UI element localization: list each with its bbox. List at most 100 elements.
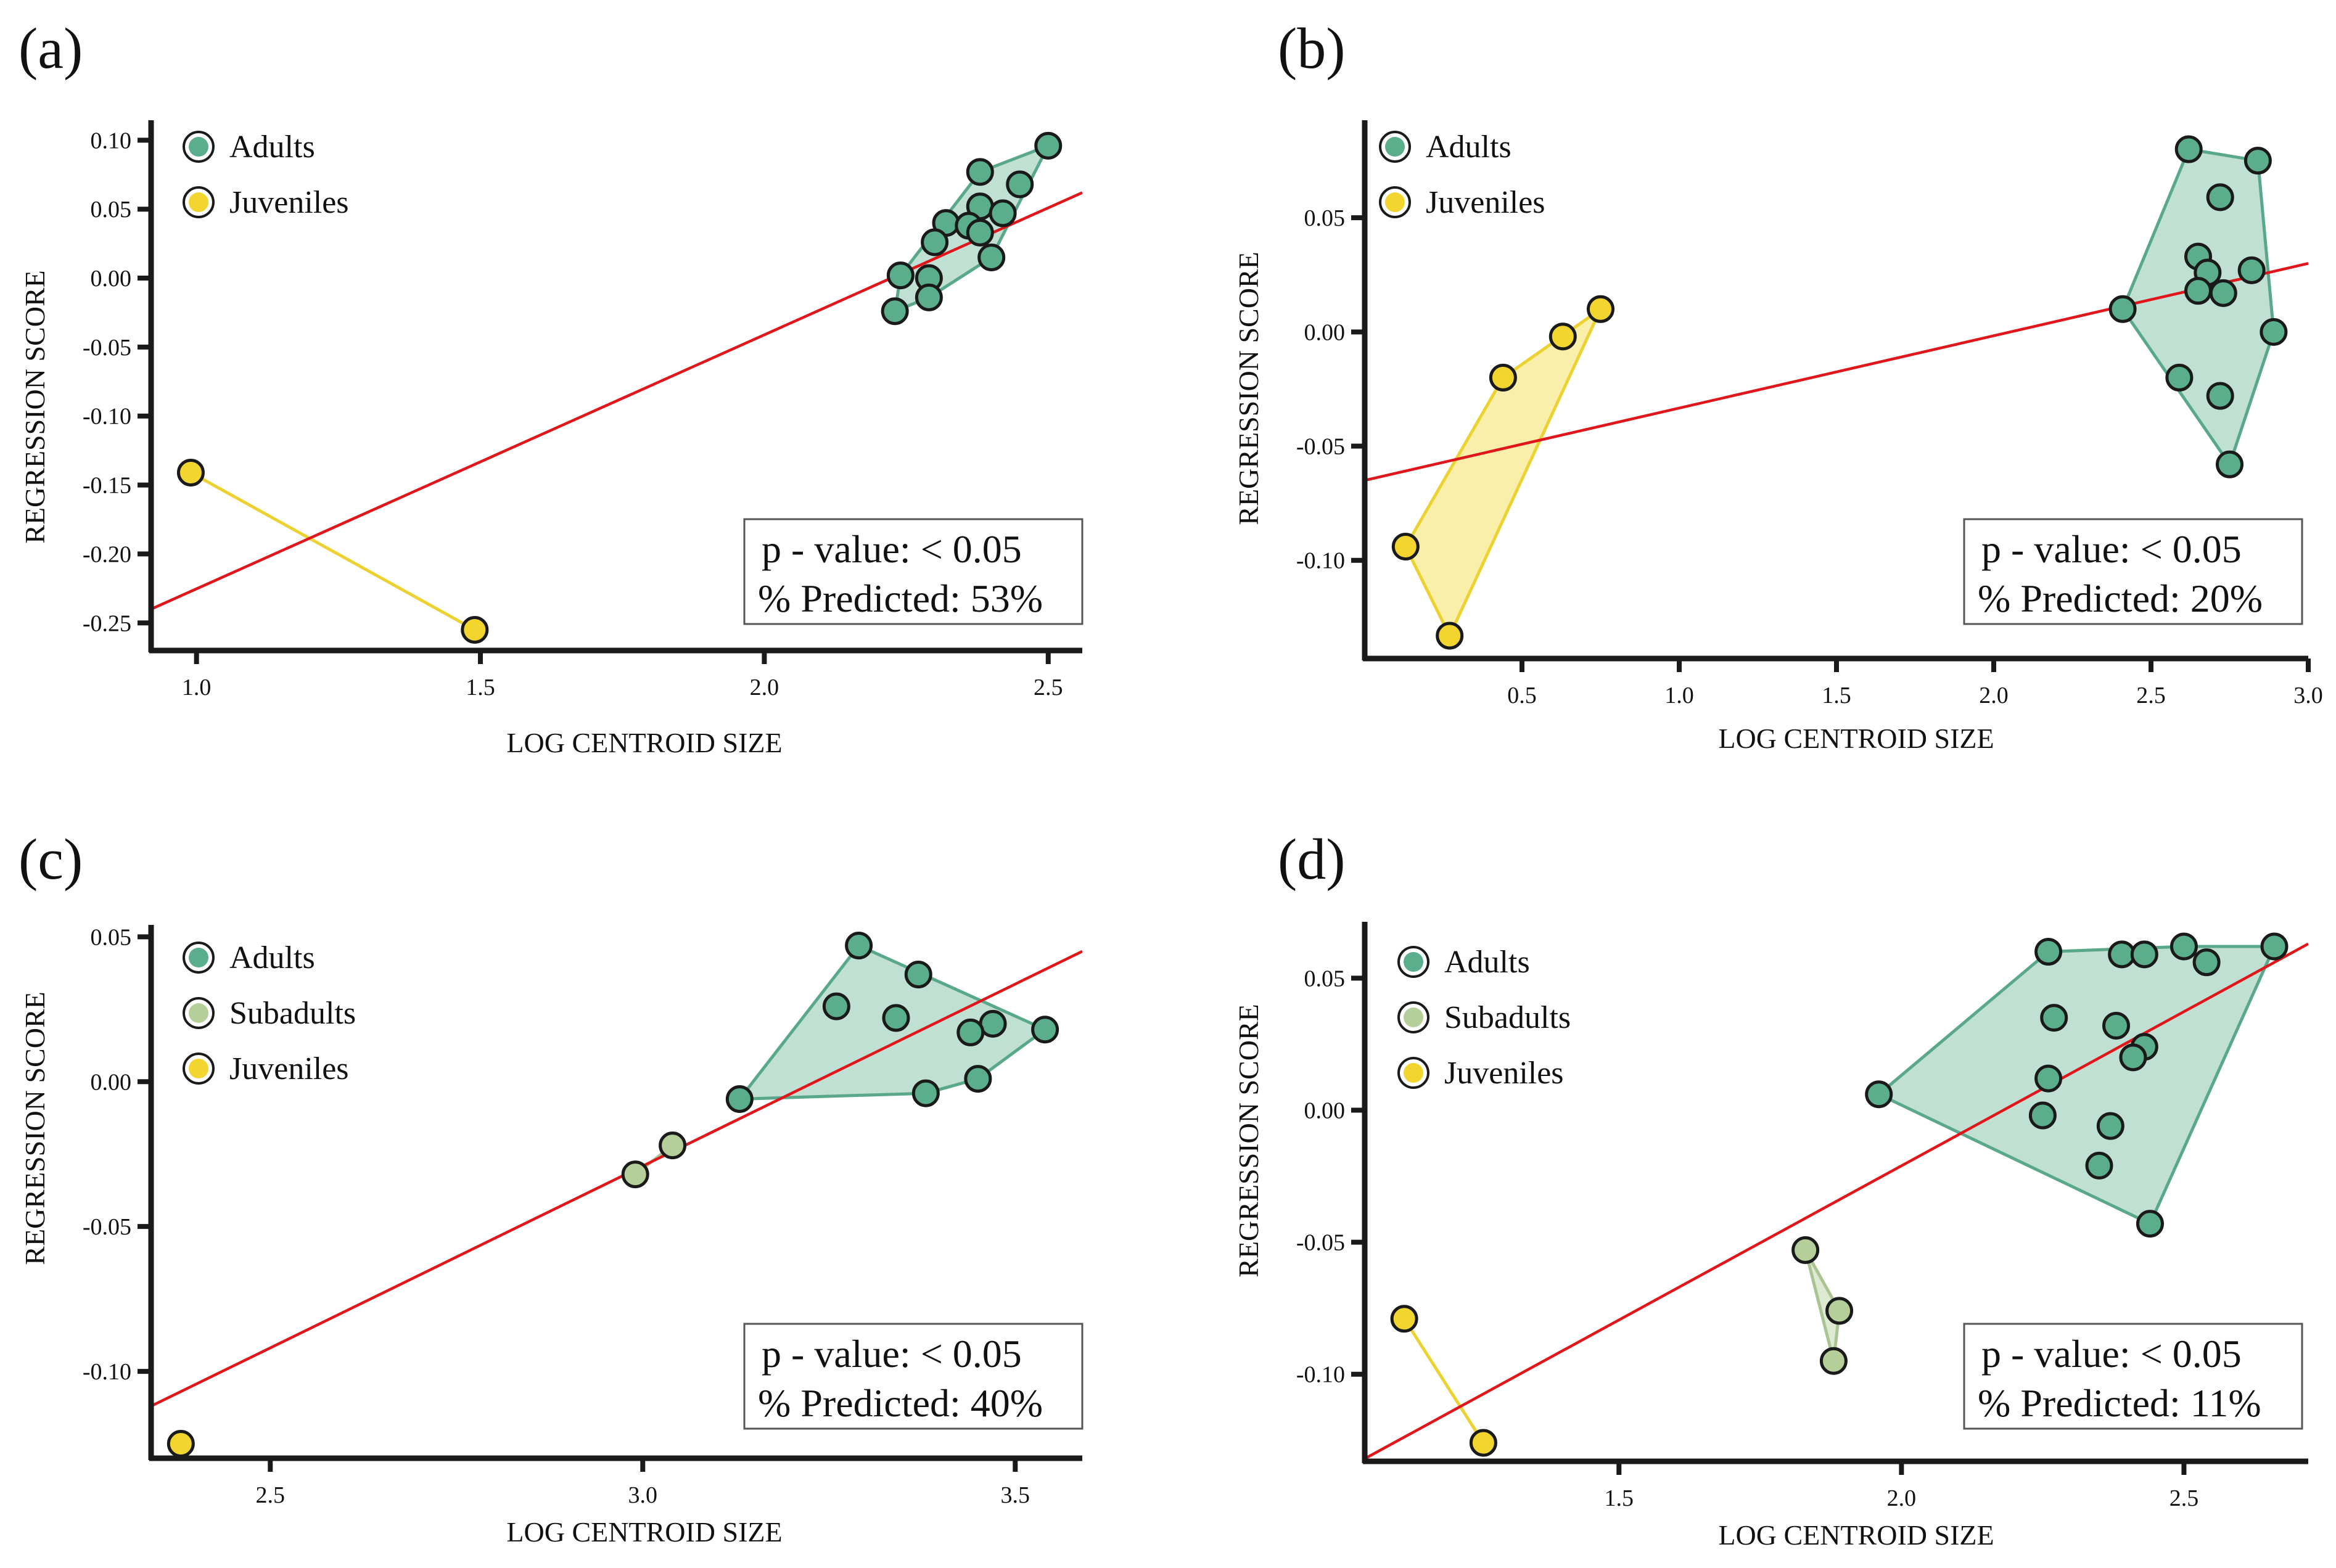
data-point-adults	[2102, 1011, 2131, 1040]
x-tick-label: 1.0	[1664, 683, 1694, 708]
legend-label: Adults	[1444, 945, 1530, 980]
y-tick-label: -0.10	[83, 1359, 131, 1385]
x-axis-title: LOG CENTROID SIZE	[506, 727, 782, 758]
data-point-adults	[2184, 277, 2212, 305]
legend-label: Adults	[229, 129, 315, 165]
regression-line	[1365, 262, 2308, 482]
data-point-juveniles	[461, 615, 489, 644]
stats-box	[1963, 1323, 2303, 1430]
data-point-juveniles	[1489, 363, 1517, 392]
legend-marker-juveniles	[189, 192, 208, 212]
hull-adults	[1877, 945, 2276, 1226]
legend-label: Juveniles	[1444, 1056, 1564, 1091]
legend-label: Adults	[1426, 129, 1511, 165]
x-tick-label: 1.5	[466, 675, 495, 700]
legend-marker-adults	[1404, 952, 1423, 972]
stats-box	[743, 1323, 1084, 1430]
data-point-subadults	[659, 1131, 687, 1160]
data-point-adults	[881, 297, 909, 326]
y-axis-title: REGRESSION SCORE	[1233, 1004, 1264, 1277]
percent-predicted-text: % Predicted: 53%	[758, 577, 1043, 620]
legend-label: Adults	[229, 940, 315, 975]
plot-area	[1365, 135, 2308, 650]
y-tick-label: 0.05	[1304, 205, 1346, 231]
y-tick-label: 0.00	[1304, 319, 1346, 345]
data-point-adults	[822, 992, 850, 1020]
x-tick-label: 2.0	[750, 675, 779, 700]
x-tick-label: 2.5	[1034, 675, 1063, 700]
percent-predicted-text: % Predicted: 20%	[1978, 577, 2263, 620]
panel-label: (a)	[19, 17, 83, 81]
hull-subadults	[1804, 1248, 1841, 1363]
data-point-adults	[2237, 256, 2266, 284]
y-tick-label: 0.00	[91, 266, 132, 292]
y-tick-label: 0.05	[1304, 966, 1346, 991]
x-tick-label: 1.5	[1822, 683, 1851, 708]
data-point-juveniles	[1391, 533, 1420, 561]
data-point-adults	[845, 931, 873, 959]
plot-area	[1365, 932, 2308, 1460]
data-point-adults	[2119, 1043, 2147, 1072]
data-point-adults	[2174, 135, 2203, 163]
chart-panel-c: (c) 0.05 0.00 -0.05 -0.10 2.5 3.0 3.5 LOG CENTRO…	[19, 827, 1084, 1548]
data-point-juveniles	[167, 1430, 195, 1458]
y-tick-label: 0.05	[91, 197, 132, 223]
x-tick-label: 2.0	[1887, 1485, 1917, 1511]
x-tick-label: 3.0	[2293, 683, 2323, 708]
data-point-adults	[964, 1065, 992, 1093]
y-tick-label: 0.00	[1304, 1098, 1346, 1123]
x-tick-label: 1.0	[182, 675, 212, 700]
legend-marker-adults	[1385, 137, 1405, 157]
panel-label: (c)	[19, 827, 83, 892]
data-point-subadults	[1825, 1297, 1854, 1325]
data-point-adults	[1006, 170, 1034, 199]
x-axis-title: LOG CENTROID SIZE	[506, 1516, 782, 1548]
legend-label: Subadults	[1444, 1000, 1571, 1035]
data-point-adults	[2243, 147, 2272, 175]
p-value-text: p - value: < 0.05	[1981, 1332, 2242, 1376]
y-axis-title: REGRESSION SCORE	[19, 991, 51, 1265]
x-axis-title: LOG CENTROID SIZE	[1718, 723, 1994, 754]
x-tick-label: 2.0	[1979, 683, 2009, 708]
data-point-adults	[977, 244, 1006, 271]
data-point-subadults	[1819, 1347, 1848, 1375]
y-tick-label: 0.00	[91, 1069, 132, 1095]
legend-label: Juveniles	[1426, 185, 1545, 220]
plot-area	[151, 931, 1082, 1458]
hull-adults	[2121, 147, 2276, 466]
legend-label: Subadults	[229, 996, 356, 1031]
data-point-juveniles	[1548, 322, 1577, 351]
data-point-adults	[2209, 279, 2237, 307]
y-tick-label: -0.10	[83, 404, 131, 430]
data-point-adults	[2028, 1101, 2057, 1130]
legend-marker-juveniles	[1385, 192, 1405, 212]
data-point-adults	[2130, 940, 2158, 969]
panel-label: (b)	[1278, 17, 1346, 81]
data-point-adults	[904, 960, 932, 988]
data-point-adults	[2085, 1151, 2113, 1180]
y-tick-label: -0.05	[83, 1214, 131, 1240]
p-value-text: p - value: < 0.05	[762, 527, 1022, 571]
y-tick-label: -0.05	[1296, 1230, 1345, 1256]
data-point-adults	[2206, 382, 2234, 410]
y-tick-label: -0.10	[1296, 1362, 1345, 1388]
regression-line	[151, 950, 1082, 1408]
percent-predicted-text: % Predicted: 40%	[758, 1381, 1043, 1425]
y-tick-label: -0.25	[83, 610, 131, 636]
data-point-adults	[911, 1079, 940, 1107]
chart-panel-d: (d) 0.05 0.00 -0.05 -0.10 1.5 2.0 2.5 LOG CENTRO…	[1233, 827, 2308, 1551]
p-value-text: p - value: < 0.05	[762, 1332, 1022, 1376]
x-tick-label: 3.0	[628, 1482, 658, 1508]
x-tick-label: 2.5	[2169, 1485, 2199, 1511]
data-point-adults	[2108, 295, 2137, 323]
data-point-adults	[2192, 948, 2221, 977]
hull-juveniles	[1402, 1317, 1485, 1445]
data-point-adults	[725, 1085, 754, 1113]
data-point-adults	[966, 218, 994, 247]
hull-juveniles	[189, 470, 477, 631]
legend-marker-subadults	[1404, 1008, 1423, 1027]
data-point-adults	[966, 158, 994, 186]
data-point-juveniles	[1587, 295, 1614, 323]
data-point-adults	[2206, 183, 2234, 211]
legend-marker-adults	[189, 137, 208, 157]
